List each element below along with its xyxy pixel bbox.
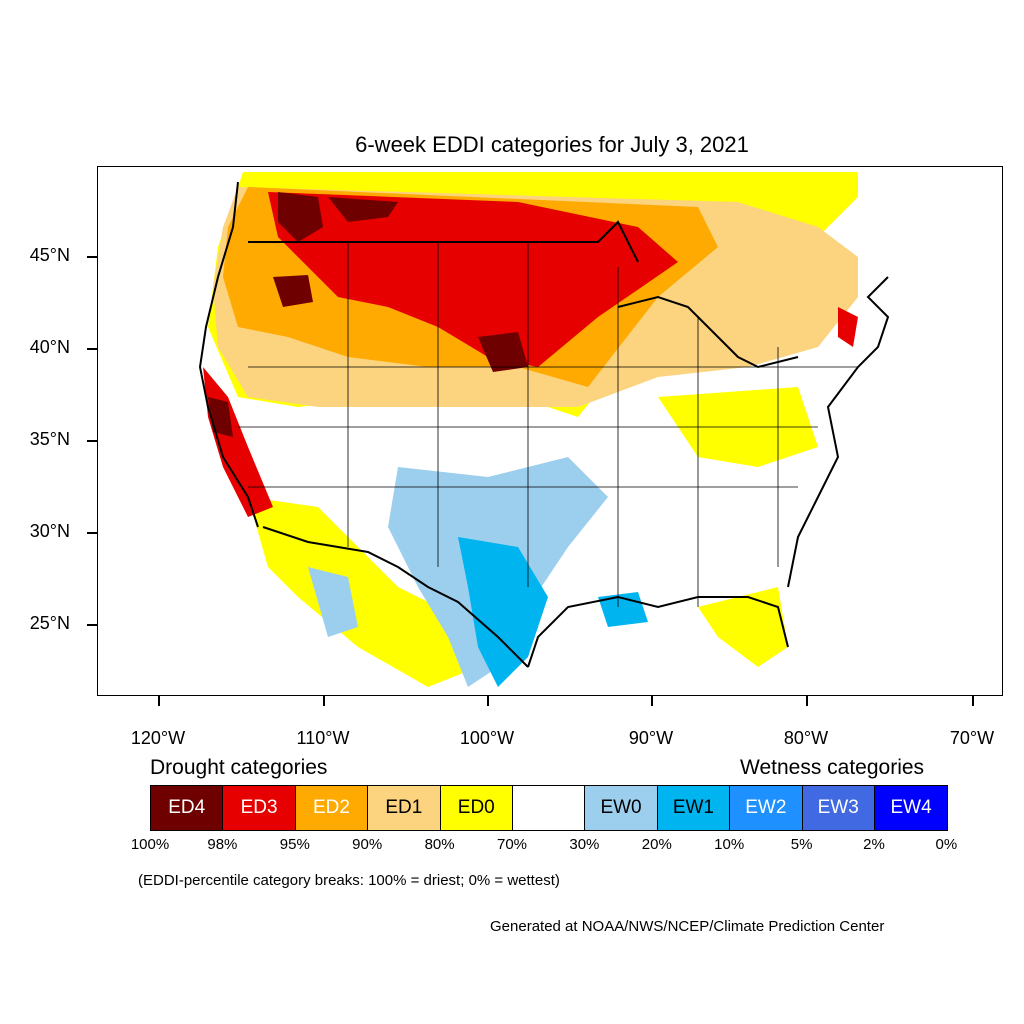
legend-swatch-ew1: EW1 xyxy=(657,786,731,830)
west-coast xyxy=(198,181,259,528)
wetness-heading: Wetness categories xyxy=(740,756,925,779)
ed4-region-4 xyxy=(273,275,313,307)
x-label-90: 90°W xyxy=(628,728,674,748)
break-label: 5% xyxy=(790,836,813,853)
y-tick-30 xyxy=(87,532,97,534)
legend-swatch-ed0: ED0 xyxy=(440,786,513,830)
ed3-region-northeast xyxy=(838,307,858,347)
x-tick-100 xyxy=(487,696,489,706)
legend-swatch-ed4: ED4 xyxy=(151,786,224,830)
ed4-region-2 xyxy=(328,197,398,222)
break-label: 80% xyxy=(424,836,455,853)
ed3-region-north xyxy=(268,192,678,367)
legend-swatch-normal xyxy=(512,786,586,830)
break-label: 10% xyxy=(714,836,745,853)
legend-swatch-ed2: ED2 xyxy=(295,786,369,830)
category-note: (EDDI-percentile category breaks: 100% =… xyxy=(138,872,560,889)
east-coast xyxy=(787,276,890,588)
break-label: 100% xyxy=(130,836,170,853)
x-tick-70 xyxy=(972,696,974,706)
state-lines xyxy=(238,242,858,607)
legend-swatch-ew0: EW0 xyxy=(585,786,658,830)
ed4-region-3 xyxy=(478,332,528,372)
break-label: 90% xyxy=(352,836,383,853)
x-tick-110 xyxy=(323,696,325,706)
x-tick-90 xyxy=(651,696,653,706)
break-label: 70% xyxy=(496,836,528,853)
y-label-25: 25°N xyxy=(29,613,70,633)
ed0-region-southwest xyxy=(248,497,478,687)
legend-swatch-ed3: ED3 xyxy=(223,786,296,830)
y-label-45: 45°N xyxy=(29,245,70,265)
break-label: 30% xyxy=(569,836,600,853)
y-tick-45 xyxy=(87,256,97,258)
break-label: 98% xyxy=(207,836,238,853)
legend-swatch-ew3: EW3 xyxy=(802,786,875,830)
y-label-40: 40°N xyxy=(29,337,70,357)
category-legend: ED4 ED3 ED2 ED1 ED0 EW0 EW1 EW2 EW3 EW4 xyxy=(150,785,949,831)
legend-swatch-ed1: ED1 xyxy=(368,786,441,830)
ew0-region-mexico xyxy=(308,567,358,637)
break-label: 0% xyxy=(935,836,958,853)
y-tick-25 xyxy=(87,624,97,626)
y-tick-40 xyxy=(87,348,97,350)
drought-heading: Drought categories xyxy=(150,756,328,779)
y-label-30: 30°N xyxy=(29,521,70,541)
x-label-120: 120°W xyxy=(130,728,186,748)
credit-line: Generated at NOAA/NWS/NCEP/Climate Predi… xyxy=(490,918,885,935)
map-title: 6-week EDDI categories for July 3, 2021 xyxy=(355,132,749,157)
ew1-region-texas xyxy=(458,537,548,687)
x-label-110: 110°W xyxy=(296,728,350,748)
x-tick-120 xyxy=(158,696,160,706)
break-label: 95% xyxy=(279,836,310,853)
y-tick-35 xyxy=(87,440,97,442)
break-label: 20% xyxy=(641,836,672,853)
ed0-region-florida xyxy=(698,587,788,667)
x-label-80: 80°W xyxy=(783,728,829,748)
x-label-70: 70°W xyxy=(949,728,995,748)
x-label-100: 100°W xyxy=(459,728,515,748)
legend-swatch-ew4: EW4 xyxy=(874,786,948,830)
eddi-map xyxy=(198,172,928,695)
canada-border xyxy=(248,220,639,263)
map-panel xyxy=(97,166,1003,696)
legend-swatch-ew2: EW2 xyxy=(730,786,803,830)
mexico-border xyxy=(262,526,529,668)
break-label: 2% xyxy=(863,836,885,853)
x-tick-80 xyxy=(806,696,808,706)
y-label-35: 35°N xyxy=(29,429,70,449)
gulf-coast xyxy=(527,595,789,668)
ed4-region-1 xyxy=(278,192,323,242)
